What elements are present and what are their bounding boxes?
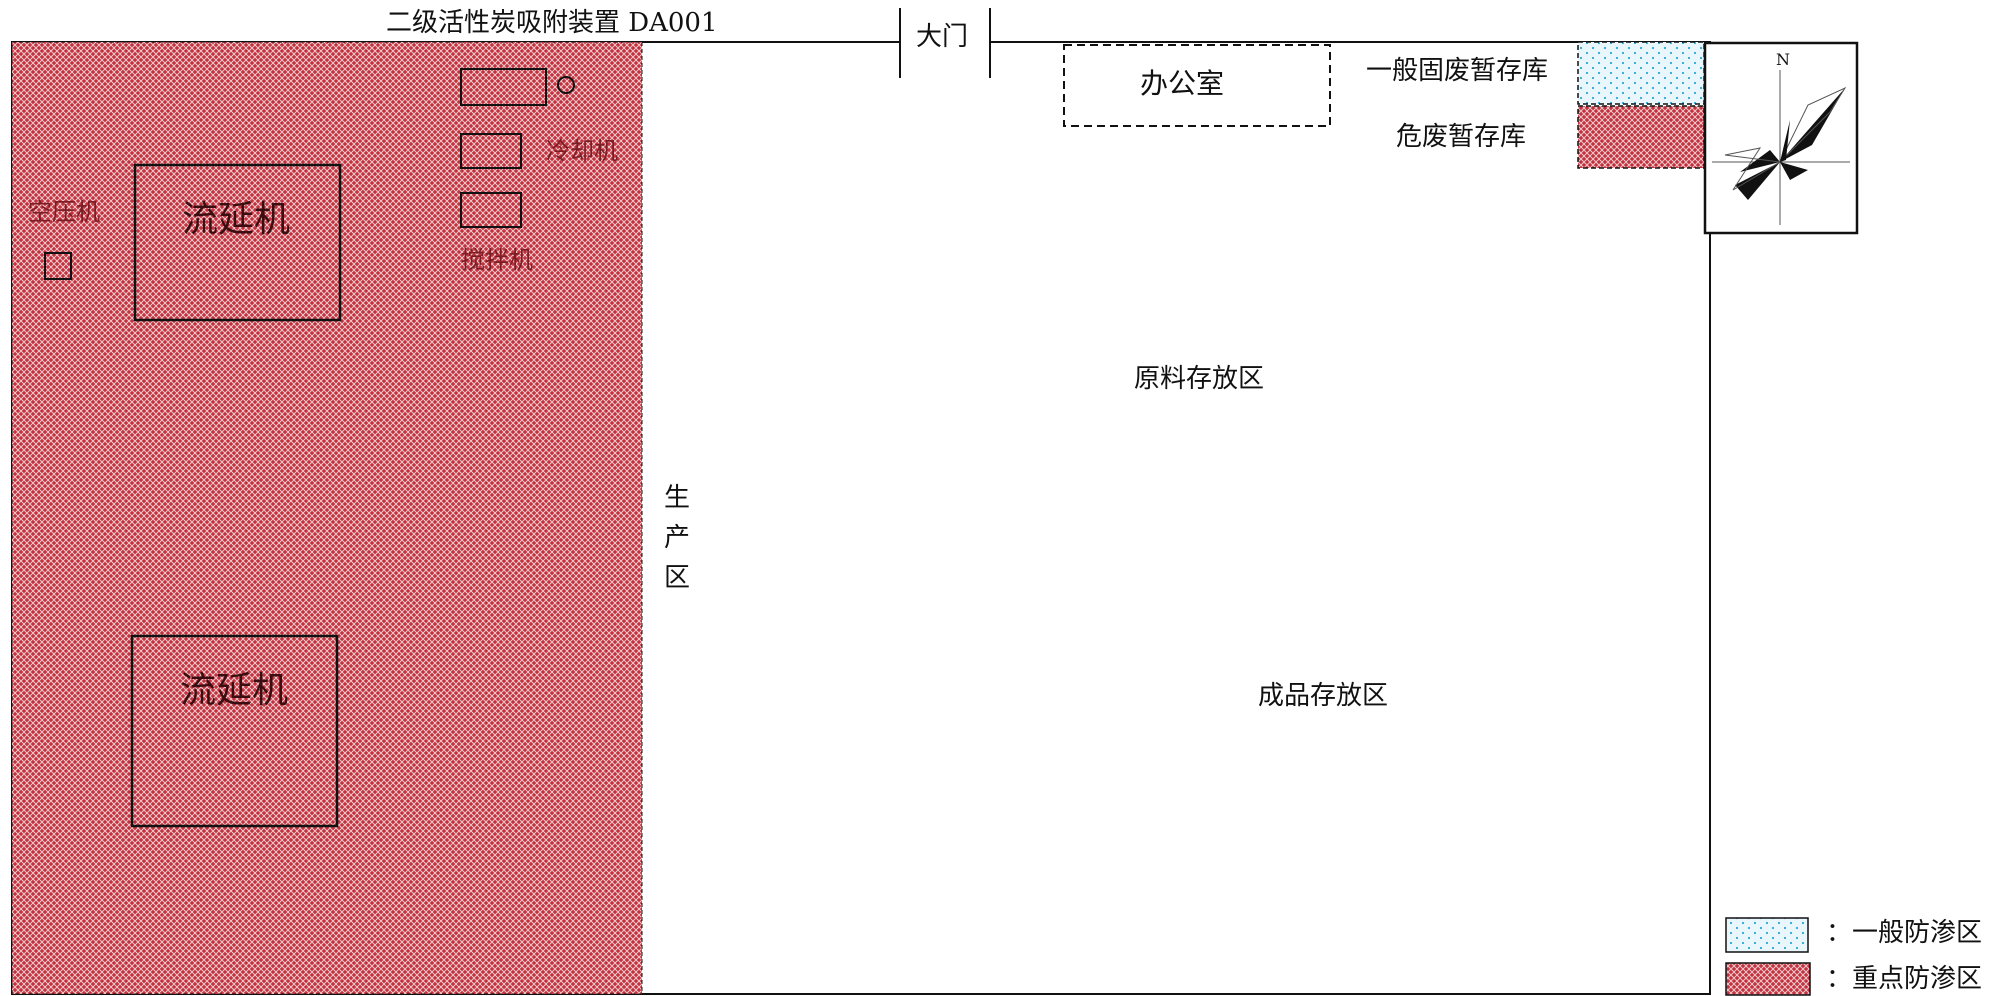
office-label: 办公室 [1140,70,1224,98]
mixer-label: 搅拌机 [461,248,533,272]
casting-machine-1-label: 流延机 [182,202,290,238]
gate-label: 大门 [916,24,968,50]
casting-machine-2-label: 流延机 [180,673,288,709]
general-waste-box [1578,42,1704,104]
compass-rose-icon [1705,43,1857,233]
raw-material-area-label: 原料存放区 [1134,366,1264,392]
product-area-label: 成品存放区 [1258,683,1388,709]
production-area-char: 生 [662,478,692,518]
legend-swatch-general [1726,918,1808,952]
production-area-char: 区 [662,558,692,598]
legend-label-general: ：一般防渗区 [1826,920,1982,946]
legend-swatch-key [1726,963,1810,995]
production-area-label: 生 产 区 [662,478,692,598]
production-area-char: 产 [662,518,692,558]
hazardous-waste-box [1578,106,1704,168]
hazardous-waste-label: 危废暂存库 [1396,124,1526,150]
general-waste-label: 一般固废暂存库 [1366,58,1548,84]
key-seepage-zone [12,42,642,994]
legend-label-key: ：重点防渗区 [1826,966,1982,992]
compass-north-label: N [1776,50,1790,69]
air-compressor-label: 空压机 [28,200,100,224]
adsorber-label: 二级活性炭吸附装置 DA001 [386,10,718,36]
cooler-label: 冷却机 [546,139,618,163]
